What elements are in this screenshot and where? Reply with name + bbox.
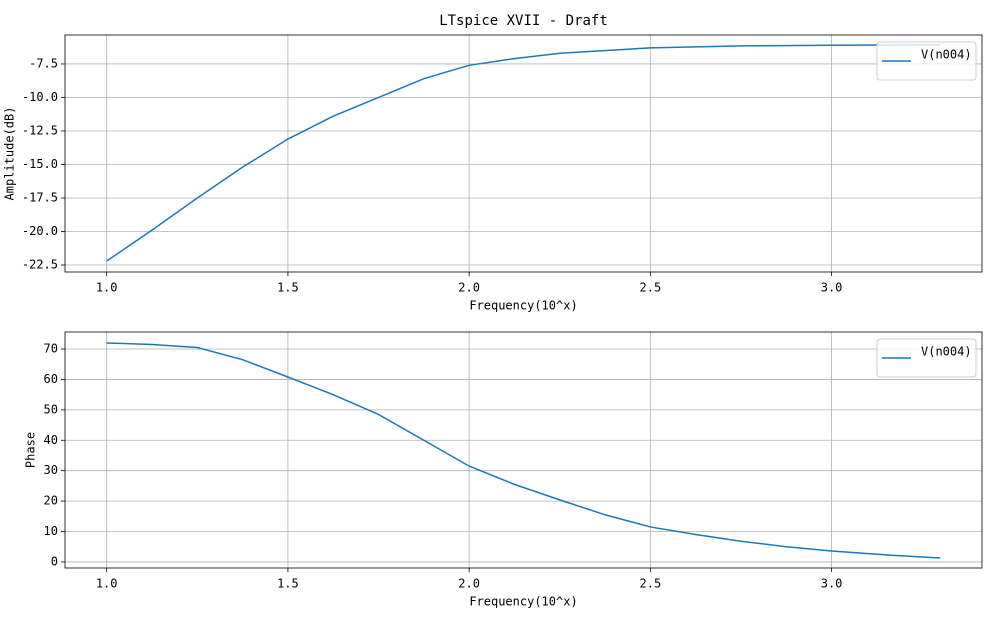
y-tick-label: 0 (51, 554, 58, 568)
x-axis-label: Frequency(10^x) (469, 299, 577, 313)
y-tick-label: -15.0 (22, 157, 58, 171)
x-tick-label: 2.0 (458, 577, 480, 591)
y-tick-label: -12.5 (22, 123, 58, 137)
x-tick-label: 3.0 (821, 281, 843, 295)
x-tick-label: 2.5 (640, 281, 662, 295)
y-tick-label: 20 (44, 494, 58, 508)
chart-title: LTspice XVII - Draft (439, 13, 608, 29)
x-tick-label: 1.5 (277, 281, 299, 295)
y-tick-label: 50 (44, 402, 58, 416)
y-axis-label: Phase (24, 432, 38, 468)
legend-label: V(n004) (921, 48, 972, 62)
y-tick-label: 40 (44, 433, 58, 447)
x-tick-label: 1.0 (96, 281, 118, 295)
x-tick-label: 2.5 (640, 577, 662, 591)
data-line (106, 44, 941, 262)
y-tick-label: 10 (44, 524, 58, 538)
y-tick-label: 70 (44, 342, 58, 356)
axes-frame (64, 331, 983, 569)
x-tick-label: 2.0 (458, 281, 480, 295)
x-tick-label: 3.0 (821, 577, 843, 591)
y-tick-label: 60 (44, 372, 58, 386)
y-tick-label: -10.0 (22, 90, 58, 104)
y-axis-label: Amplitude(dB) (3, 107, 17, 201)
legend-label: V(n004) (921, 345, 972, 359)
y-tick-label: 30 (44, 463, 58, 477)
y-tick-label: -17.5 (22, 191, 58, 205)
x-tick-label: 1.0 (96, 577, 118, 591)
legend-box (876, 338, 977, 378)
data-line (106, 342, 941, 559)
y-tick-label: -7.5 (29, 56, 58, 70)
y-tick-label: -20.0 (22, 224, 58, 238)
axes-frame (64, 34, 983, 273)
x-tick-label: 1.5 (277, 577, 299, 591)
legend-box (876, 41, 977, 81)
x-axis-label: Frequency(10^x) (469, 595, 577, 609)
y-tick-label: -22.5 (22, 258, 58, 272)
